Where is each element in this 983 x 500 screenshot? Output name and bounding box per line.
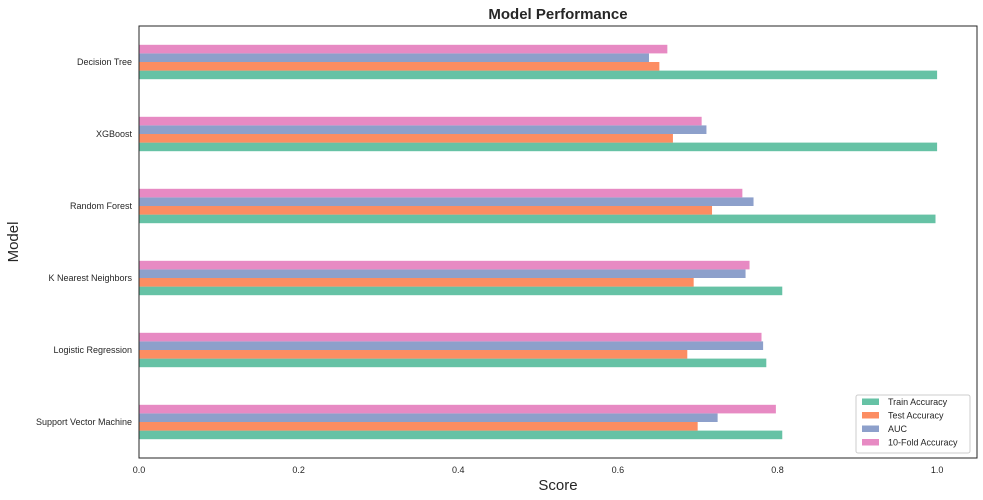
- x-tick-label: 0.4: [452, 465, 465, 475]
- bar-5-0: [139, 430, 783, 440]
- x-axis-title: Score: [538, 477, 577, 494]
- bar-5-3: [139, 404, 776, 414]
- y-axis-title: Model: [5, 222, 22, 263]
- bar-5-2: [139, 413, 718, 422]
- bar-2-3: [139, 188, 743, 198]
- y-tick-label: Random Forest: [70, 201, 133, 211]
- chart-title: Model Performance: [488, 6, 627, 23]
- x-tick-label: 0.6: [612, 465, 625, 475]
- y-tick-label: Logistic Regression: [53, 345, 132, 355]
- bar-0-1: [139, 62, 660, 71]
- plot-frame: [138, 25, 978, 459]
- bar-0-2: [139, 53, 649, 62]
- y-tick-label: XGBoost: [96, 129, 133, 139]
- bar-3-3: [139, 260, 750, 270]
- bar-5-1: [139, 422, 698, 431]
- bar-0-0: [139, 70, 938, 80]
- y-tick-label: K Nearest Neighbors: [48, 273, 132, 283]
- x-tick-label: 1.0: [931, 465, 944, 475]
- bar-2-2: [139, 197, 754, 206]
- legend-swatch: [862, 398, 879, 405]
- bar-4-0: [139, 358, 767, 368]
- bar-4-3: [139, 332, 762, 342]
- bar-0-3: [139, 44, 668, 54]
- bar-1-2: [139, 125, 707, 134]
- x-tick-label: 0.2: [292, 465, 305, 475]
- x-tick-label: 0.8: [771, 465, 784, 475]
- bar-1-0: [139, 142, 938, 152]
- legend-swatch: [862, 439, 879, 446]
- y-ticks-layer: Decision Tree XGBoost Random Forest K Neare…: [36, 57, 133, 427]
- x-ticks-layer: 0.0 0.2 0.4 0.6 0.8 1.0: [133, 465, 944, 475]
- bar-3-0: [139, 286, 783, 296]
- bar-1-3: [139, 116, 702, 126]
- bar-2-1: [139, 206, 713, 215]
- bars-layer: [139, 44, 938, 440]
- bar-3-2: [139, 269, 746, 278]
- bar-4-2: [139, 341, 764, 350]
- bar-2-0: [139, 214, 936, 224]
- legend-label: AUC: [888, 424, 908, 434]
- bar-1-1: [139, 134, 673, 143]
- legend-label: 10-Fold Accuracy: [888, 438, 958, 448]
- y-tick-label: Decision Tree: [77, 57, 132, 67]
- x-tick-label: 0.0: [133, 465, 146, 475]
- y-tick-label: Support Vector Machine: [36, 417, 132, 427]
- legend-label: Test Accuracy: [888, 411, 944, 421]
- bar-4-1: [139, 350, 688, 359]
- bar-3-1: [139, 278, 694, 287]
- legend: Train Accuracy Test Accuracy AUC 10-Fold Ac…: [855, 394, 971, 454]
- legend-label: Train Accuracy: [888, 397, 948, 407]
- legend-swatch: [862, 412, 879, 419]
- legend-box: [855, 394, 971, 454]
- legend-swatch: [862, 425, 879, 432]
